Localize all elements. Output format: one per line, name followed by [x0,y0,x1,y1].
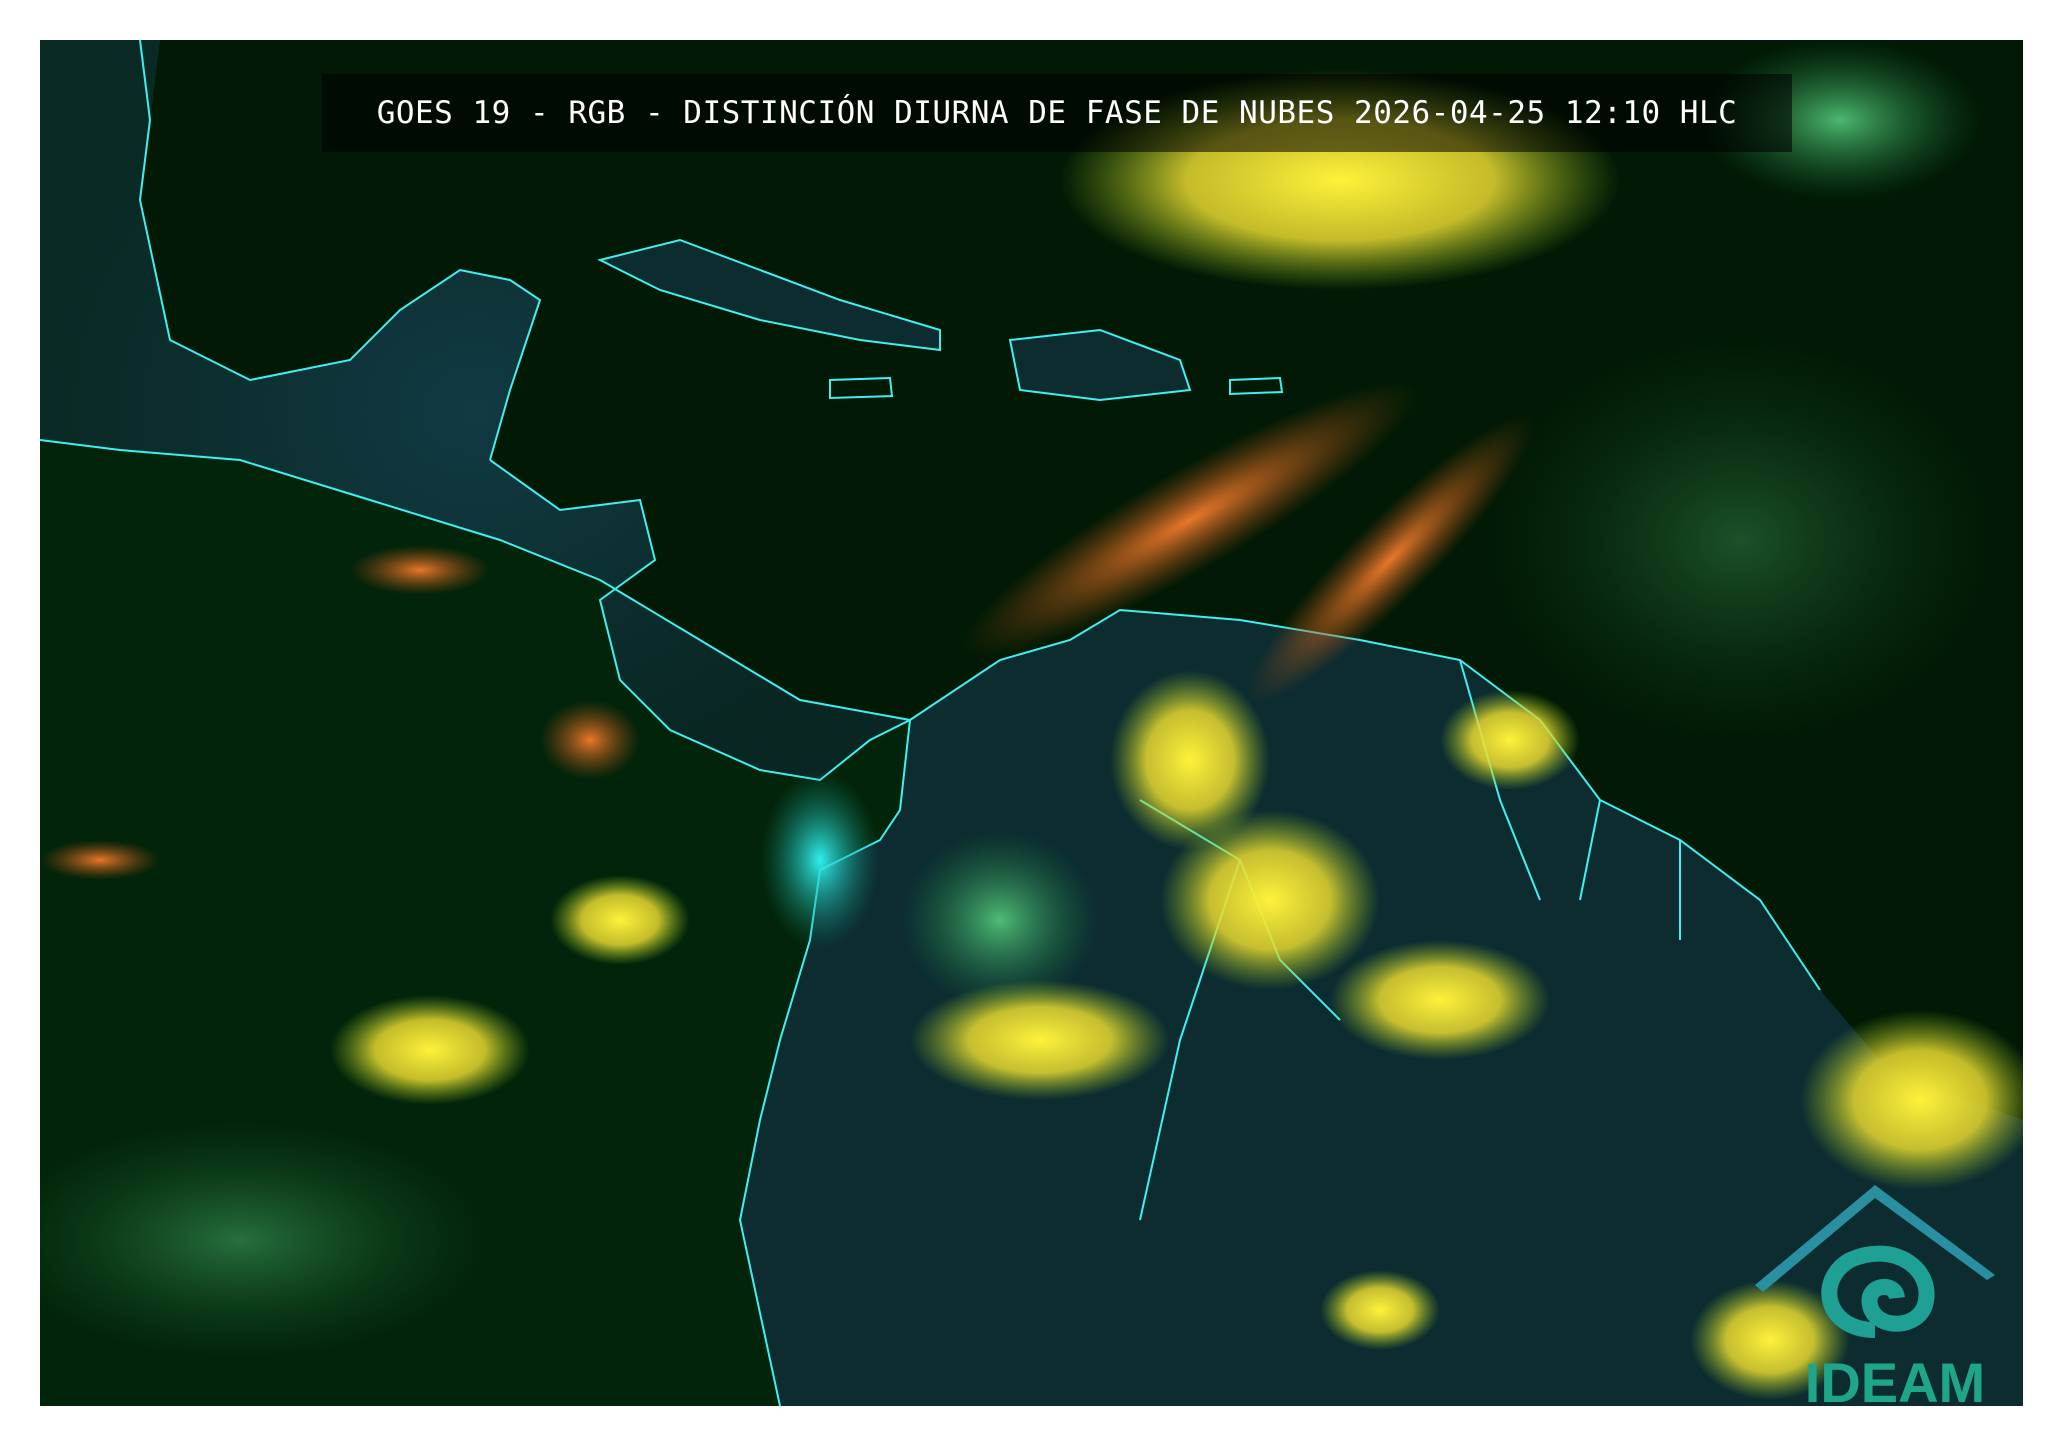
logo-text: IDEAM [1805,1351,1985,1406]
logo-spiral-icon [1821,1245,1935,1338]
logo-roof-icon [1755,1185,1995,1292]
image-title: GOES 19 - RGB - DISTINCIÓN DIURNA DE FAS… [376,95,1738,131]
ideam-logo: IDEAM [1755,1185,1995,1406]
clouds [40,40,2023,1400]
title-bar: GOES 19 - RGB - DISTINCIÓN DIURNA DE FAS… [322,74,1792,152]
satellite-image: GOES 19 - RGB - DISTINCIÓN DIURNA DE FAS… [40,40,2023,1406]
satellite-map [40,40,2023,1406]
